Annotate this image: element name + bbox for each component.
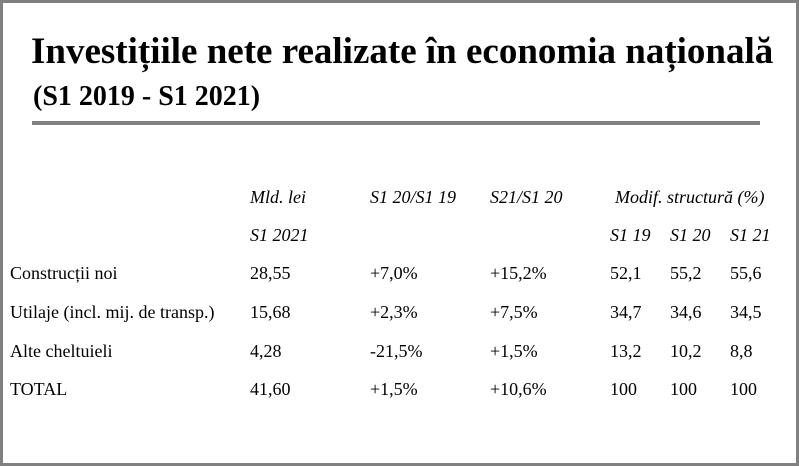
- row-label: Utilaje (incl. mij. de transp.): [10, 302, 215, 322]
- row-s1-20: 10,2: [670, 341, 702, 361]
- page-title: Investițiile nete realizate în economia …: [31, 31, 774, 72]
- row-change-20-19: +7,0%: [370, 263, 418, 283]
- row-value: 4,28: [250, 341, 282, 361]
- header-s1-19: S1 19: [610, 225, 651, 245]
- row-s1-19: 100: [610, 379, 637, 399]
- header-structure: Modif. structură (%): [615, 187, 765, 207]
- row-s1-20: 55,2: [670, 263, 702, 283]
- row-s1-19: 34,7: [610, 302, 642, 322]
- title-divider: [32, 121, 760, 125]
- header-value: Mld. lei: [250, 187, 306, 207]
- header-s1-21: S1 21: [730, 225, 771, 245]
- header-change-21-20: S21/S1 20: [490, 187, 563, 207]
- row-s1-21: 55,6: [730, 263, 762, 283]
- row-label: Construcții noi: [10, 263, 118, 283]
- row-s1-20: 34,6: [670, 302, 702, 322]
- header-value-year: S1 2021: [250, 225, 309, 245]
- row-s1-21: 34,5: [730, 302, 762, 322]
- row-change-21-20: +15,2%: [490, 263, 547, 283]
- row-change-20-19: +2,3%: [370, 302, 418, 322]
- row-value: 28,55: [250, 263, 291, 283]
- row-s1-19: 13,2: [610, 341, 642, 361]
- page-subtitle: (S1 2019 - S1 2021): [33, 81, 261, 112]
- row-s1-21: 8,8: [730, 341, 753, 361]
- row-label: TOTAL: [10, 379, 68, 399]
- row-change-21-20: +10,6%: [490, 379, 547, 399]
- row-s1-21: 100: [730, 379, 757, 399]
- header-change-20-19: S1 20/S1 19: [370, 187, 457, 207]
- row-s1-19: 52,1: [610, 263, 642, 283]
- row-s1-20: 100: [670, 379, 697, 399]
- row-change-21-20: +1,5%: [490, 341, 538, 361]
- row-change-20-19: -21,5%: [370, 341, 423, 361]
- row-label: Alte cheltuieli: [10, 341, 113, 361]
- row-change-21-20: +7,5%: [490, 302, 538, 322]
- row-value: 41,60: [250, 379, 291, 399]
- header-s1-20: S1 20: [670, 225, 711, 245]
- row-change-20-19: +1,5%: [370, 379, 418, 399]
- row-value: 15,68: [250, 302, 291, 322]
